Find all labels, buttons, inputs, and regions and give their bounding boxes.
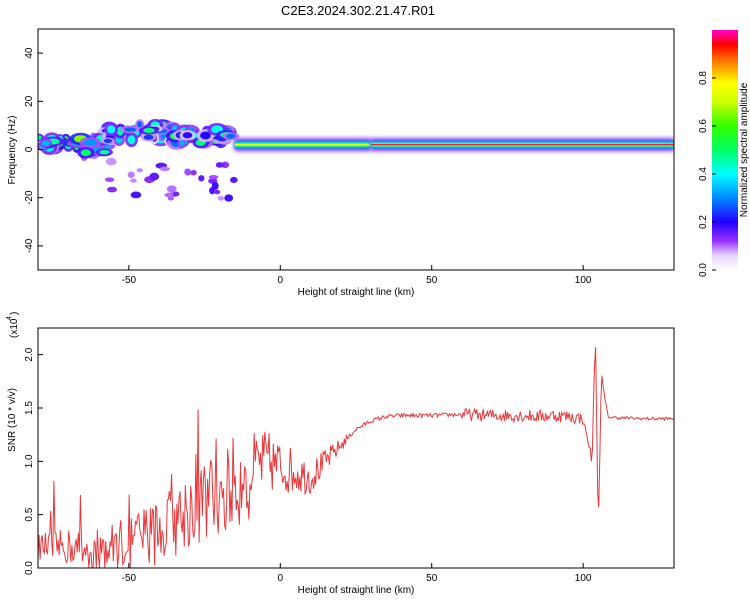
heatmap-blob xyxy=(143,134,154,140)
spectrogram-x-tick-label: -50 xyxy=(122,275,137,286)
snr-x-tick-label: 50 xyxy=(426,573,438,584)
heatmap-blob xyxy=(143,127,155,133)
colorbar-ticks: 0.0 0.2 0.4 0.6 0.8 xyxy=(698,71,716,277)
heatmap-blob xyxy=(103,138,113,144)
heatmap-band xyxy=(234,137,372,152)
snr-y-tick-label: 0.5 xyxy=(24,507,35,521)
heatmap-faint-blob xyxy=(211,182,219,190)
spectrogram-y-tick-label: 40 xyxy=(24,47,35,59)
heatmap-faint-blob xyxy=(215,162,224,168)
heatmap-faint-blob xyxy=(107,186,117,193)
heatmap-blob xyxy=(107,125,116,134)
spectrogram-y-tick-label: -20 xyxy=(24,190,35,205)
snr-y-tick-label: 2.0 xyxy=(24,347,35,361)
heatmap-blob xyxy=(124,127,137,132)
snr-y-tick-label: 0.0 xyxy=(24,561,35,575)
heatmap-faint-blob xyxy=(105,157,117,166)
snr-y-label: SNR (10 * v/v) xyxy=(7,388,18,452)
colorbar: 0.0 0.2 0.4 0.6 0.8 Normalized spectral ampl… xyxy=(698,30,750,277)
snr-line xyxy=(38,347,674,568)
spectrogram-x-tick-label: 100 xyxy=(575,275,592,286)
heatmap-faint-blob xyxy=(198,175,205,182)
colorbar-tick-label: 0.6 xyxy=(698,119,709,133)
heatmap-band xyxy=(166,122,240,202)
heatmap-blob xyxy=(99,149,110,155)
heatmap-blob xyxy=(127,135,136,145)
snr-plot-area xyxy=(38,328,674,568)
heatmap-faint-blob xyxy=(166,185,177,193)
colorbar-tick-label: 0.4 xyxy=(698,167,709,181)
snr-y-tick-label: 1.5 xyxy=(24,401,35,415)
heatmap-blob xyxy=(136,121,143,128)
colorbar-tick-label: 0.8 xyxy=(698,71,709,85)
snr-x-tick-label: 100 xyxy=(575,573,592,584)
colorbar-label: Normalized spectral amplitude xyxy=(739,82,750,217)
heatmap-blob xyxy=(80,149,92,157)
heatmap-band-layer xyxy=(371,144,674,146)
heatmap-faint-blob xyxy=(130,178,137,183)
heatmap-faint-blob xyxy=(136,168,143,173)
spectrogram-y-label: Frequency (Hz) xyxy=(7,116,18,185)
heatmap-band xyxy=(62,131,116,161)
heatmap-blob xyxy=(200,131,211,140)
heatmap-blob xyxy=(179,140,185,147)
snr-panel: -50 0 50 100 0.0 0.5 1.0 1.5 2.0 Height of stra… xyxy=(6,312,675,596)
figure-title: C2E3.2024.302.21.47.R01 xyxy=(281,3,435,18)
snr-scale-close: ) xyxy=(9,312,20,315)
heatmap-blob xyxy=(38,135,42,141)
heatmap-band-layer xyxy=(234,144,372,146)
spectrogram-y-tick-label: -40 xyxy=(24,238,35,253)
heatmap-faint-blob xyxy=(208,175,219,180)
heatmap-blob xyxy=(182,132,193,139)
heatmap-blob xyxy=(83,139,97,146)
heatmap-faint-blob xyxy=(127,171,135,179)
snr-scale-exponent: 4 xyxy=(6,316,13,320)
heatmap-blob xyxy=(41,140,50,147)
heatmap-faint-blob xyxy=(184,168,192,176)
heatmap-faint-blob xyxy=(104,177,115,182)
spectrogram-x-ticks: -50 0 50 100 xyxy=(122,265,592,286)
colorbar-tick-label: 0.0 xyxy=(698,263,709,277)
spectrogram-x-tick-label: 0 xyxy=(278,275,284,286)
snr-scale-label: (x10 xyxy=(9,318,20,338)
snr-x-tick-label: 0 xyxy=(278,573,284,584)
heatmap-blob xyxy=(226,133,237,139)
spectrogram-heatmap xyxy=(38,119,674,202)
spectrogram-x-label: Height of straight line (km) xyxy=(298,287,415,298)
spectrogram-x-tick-label: 50 xyxy=(426,275,438,286)
heatmap-faint-blob xyxy=(159,166,170,172)
snr-scale-factor: (x10 4 ) xyxy=(6,312,20,338)
heatmap-faint-blob xyxy=(230,176,238,183)
heatmap-faint-blob xyxy=(217,195,225,201)
heatmap-faint-blob xyxy=(214,189,221,195)
spectrogram-y-ticks: 40 20 0 -20 -40 xyxy=(24,47,43,253)
snr-x-ticks: -50 0 50 100 xyxy=(122,563,592,584)
spectrogram-y-tick-label: 20 xyxy=(24,95,35,107)
heatmap-band xyxy=(371,137,674,152)
colorbar-tick-label: 0.2 xyxy=(698,215,709,229)
heatmap-faint-blob xyxy=(149,172,160,181)
heatmap-faint-blob xyxy=(221,161,230,169)
heatmap-faint-blob xyxy=(224,194,234,202)
snr-y-ticks: 0.0 0.5 1.0 1.5 2.0 xyxy=(24,347,43,575)
colorbar-gradient xyxy=(712,30,738,270)
heatmap-faint-blob xyxy=(190,169,197,176)
snr-frame xyxy=(37,327,675,569)
heatmap-blob xyxy=(189,126,195,132)
snr-y-tick-label: 1.0 xyxy=(24,454,35,468)
spectrogram-y-tick-label: 0 xyxy=(24,146,35,152)
heatmap-faint-blob xyxy=(172,191,180,197)
spectrogram-panel: -50 0 50 100 40 20 0 -20 -40 Height of straight… xyxy=(7,28,675,298)
snr-x-label: Height of straight line (km) xyxy=(298,585,415,596)
heatmap-faint-blob xyxy=(130,191,142,199)
snr-x-tick-label: -50 xyxy=(122,573,137,584)
